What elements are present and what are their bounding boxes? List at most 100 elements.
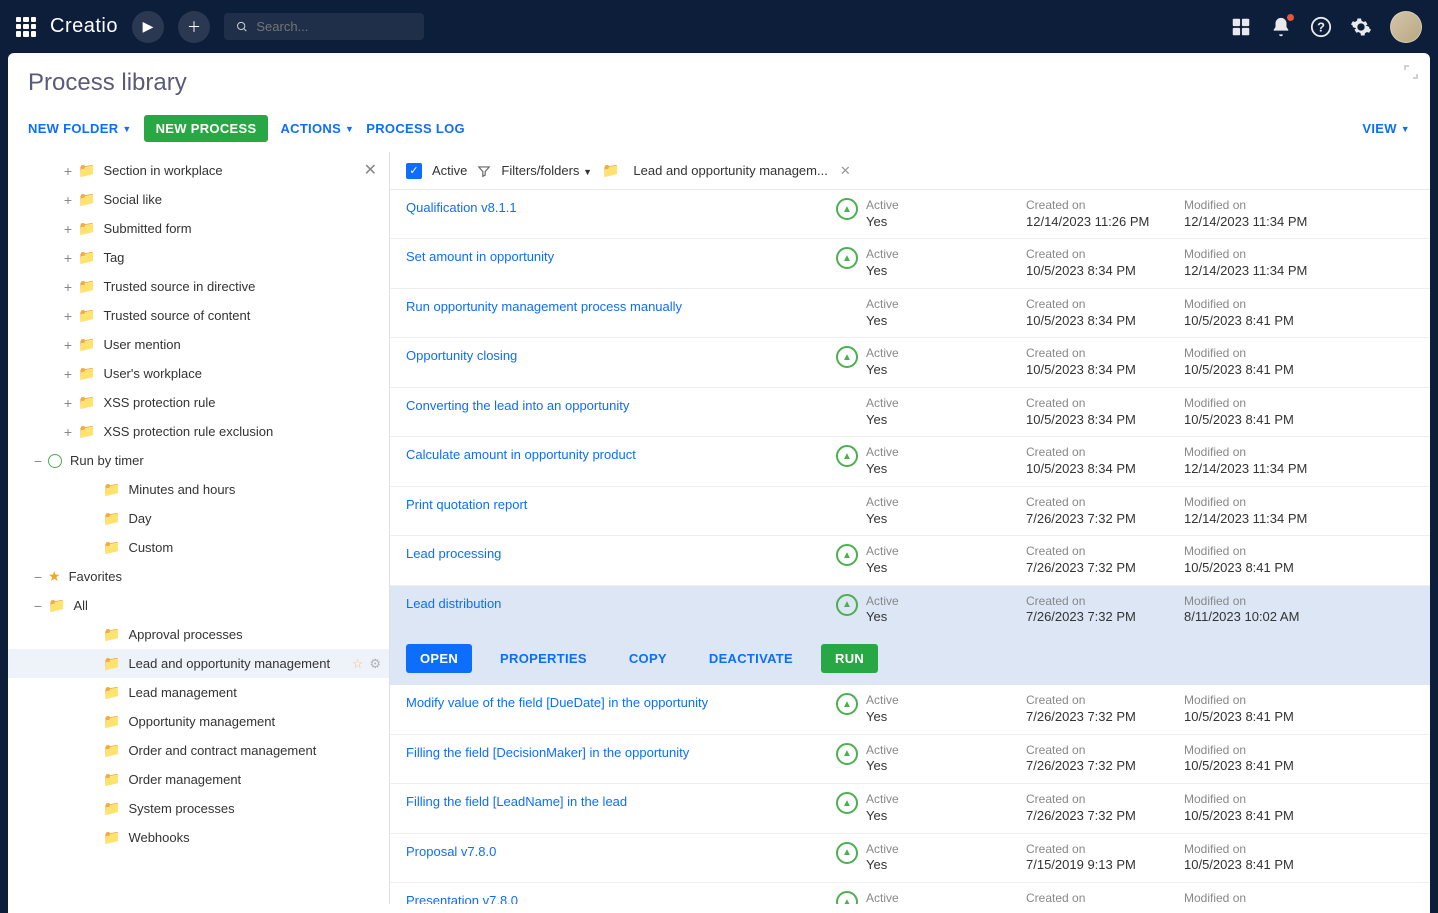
tree-toggle[interactable]: + [58, 337, 78, 353]
properties-button[interactable]: PROPERTIES [486, 644, 601, 673]
tree-item[interactable]: +📁XSS protection rule exclusion [8, 417, 389, 446]
folder-icon: 📁 [103, 684, 120, 701]
play-button[interactable]: ▶ [132, 11, 164, 43]
process-name[interactable]: Filling the field [DecisionMaker] in the… [406, 743, 836, 760]
tree-toggle[interactable]: + [58, 163, 78, 179]
avatar[interactable] [1390, 11, 1422, 43]
tree-item[interactable]: −📁All [8, 591, 389, 620]
active-checkbox[interactable]: ✓ [406, 163, 422, 179]
process-name[interactable]: Presentation v7.8.0 [406, 891, 836, 904]
process-row[interactable]: Qualification v8.1.1▲ActiveYesCreated on… [390, 190, 1430, 239]
favorite-icon[interactable]: ☆ [352, 656, 364, 672]
process-row[interactable]: Filling the field [DecisionMaker] in the… [390, 735, 1430, 784]
tree-item[interactable]: +📁Submitted form [8, 214, 389, 243]
process-row[interactable]: Calculate amount in opportunity product▲… [390, 437, 1430, 486]
process-name[interactable]: Run opportunity management process manua… [406, 297, 836, 314]
process-row[interactable]: Filling the field [LeadName] in the lead… [390, 784, 1430, 833]
process-name[interactable]: Qualification v8.1.1 [406, 198, 836, 215]
tree-item[interactable]: 📁Day [8, 504, 389, 533]
tree-item[interactable]: +📁User mention [8, 330, 389, 359]
process-name[interactable]: Proposal v7.8.0 [406, 842, 836, 859]
process-name[interactable]: Lead processing [406, 544, 836, 561]
tree-toggle[interactable]: − [28, 569, 48, 585]
folder-icon: 📁 [78, 162, 95, 179]
tree-item[interactable]: 📁Order management [8, 765, 389, 794]
process-row[interactable]: Lead processing▲ActiveYesCreated on7/26/… [390, 536, 1430, 585]
process-row[interactable]: Print quotation reportActiveYesCreated o… [390, 487, 1430, 536]
tree-item[interactable]: +📁Trusted source of content [8, 301, 389, 330]
tree-item[interactable]: 📁Opportunity management [8, 707, 389, 736]
tree-item[interactable]: 📁Minutes and hours [8, 475, 389, 504]
apps-icon[interactable] [16, 17, 36, 37]
process-name[interactable]: Converting the lead into an opportunity [406, 396, 836, 413]
tree-item[interactable]: 📁Lead management [8, 678, 389, 707]
notifications-icon[interactable] [1270, 16, 1292, 38]
actions-button[interactable]: ACTIONS▼ [280, 121, 354, 136]
marketplace-icon[interactable] [1230, 16, 1252, 38]
copy-button[interactable]: COPY [615, 644, 681, 673]
tree-toggle[interactable]: − [28, 598, 48, 614]
view-button[interactable]: VIEW▼ [1362, 121, 1410, 136]
tree-toggle[interactable]: + [58, 279, 78, 295]
tree-item[interactable]: +📁Tag [8, 243, 389, 272]
process-row[interactable]: Opportunity closing▲ActiveYesCreated on1… [390, 338, 1430, 387]
tree-item[interactable]: −Run by timer [8, 446, 389, 475]
new-process-button[interactable]: NEW PROCESS [144, 115, 269, 142]
process-log-button[interactable]: PROCESS LOG [366, 121, 465, 136]
help-icon[interactable]: ? [1310, 16, 1332, 38]
process-row[interactable]: Modify value of the field [DueDate] in t… [390, 685, 1430, 734]
open-button[interactable]: OPEN [406, 644, 472, 673]
tree-item[interactable]: 📁System processes [8, 794, 389, 823]
new-folder-button[interactable]: NEW FOLDER▼ [28, 121, 132, 136]
tree-item[interactable]: 📁Webhooks [8, 823, 389, 852]
process-row[interactable]: Run opportunity management process manua… [390, 289, 1430, 338]
tree-item[interactable]: +📁XSS protection rule [8, 388, 389, 417]
tree-item[interactable]: 📁Custom [8, 533, 389, 562]
tree-item[interactable]: −★Favorites [8, 562, 389, 591]
settings-icon[interactable] [1350, 16, 1372, 38]
tree-toggle[interactable]: + [58, 308, 78, 324]
process-row[interactable]: Proposal v7.8.0▲ActiveYesCreated on7/15/… [390, 834, 1430, 883]
tree-toggle[interactable]: + [58, 221, 78, 237]
process-row[interactable]: Lead distribution▲ActiveYesCreated on7/2… [390, 586, 1430, 634]
deactivate-button[interactable]: DEACTIVATE [695, 644, 807, 673]
process-name[interactable]: Modify value of the field [DueDate] in t… [406, 693, 836, 710]
clear-filter-icon[interactable]: ✕ [840, 163, 851, 179]
process-name[interactable]: Lead distribution [406, 594, 836, 611]
add-button[interactable]: ＋ [178, 11, 210, 43]
search-box[interactable] [224, 13, 424, 40]
folder-icon: 📁 [78, 365, 95, 382]
process-name[interactable]: Filling the field [LeadName] in the lead [406, 792, 836, 809]
tree-toggle[interactable]: + [58, 366, 78, 382]
tree-toggle[interactable]: − [28, 453, 48, 469]
tree-item[interactable]: +📁Section in workplace [8, 156, 389, 185]
tree-item[interactable]: +📁Trusted source in directive [8, 272, 389, 301]
process-name[interactable]: Opportunity closing [406, 346, 836, 363]
process-name[interactable]: Calculate amount in opportunity product [406, 445, 836, 462]
tree-item[interactable]: +📁User's workplace [8, 359, 389, 388]
tree-item[interactable]: +📁Social like [8, 185, 389, 214]
tree-toggle[interactable]: + [58, 250, 78, 266]
tree-toggle[interactable]: + [58, 192, 78, 208]
process-name[interactable]: Set amount in opportunity [406, 247, 836, 264]
search-input[interactable] [256, 19, 412, 34]
tree-item[interactable]: 📁Order and contract management [8, 736, 389, 765]
process-name[interactable]: Print quotation report [406, 495, 836, 512]
tree-item[interactable]: 📁Lead and opportunity management☆⚙ [8, 649, 389, 678]
process-row[interactable]: Set amount in opportunity▲ActiveYesCreat… [390, 239, 1430, 288]
filter-breadcrumb[interactable]: Lead and opportunity managem... [633, 163, 827, 178]
process-row[interactable]: Converting the lead into an opportunityA… [390, 388, 1430, 437]
run-button[interactable]: RUN [821, 644, 878, 673]
tree-item[interactable]: 📁Approval processes [8, 620, 389, 649]
active-value: Yes [866, 263, 899, 280]
process-row[interactable]: Presentation v7.8.0▲ActiveYesCreated on7… [390, 883, 1430, 904]
tree-label: Webhooks [128, 830, 189, 845]
filter-icon [477, 164, 491, 178]
filters-folders-label[interactable]: Filters/folders ▼ [501, 163, 592, 178]
close-sidebar-icon[interactable]: ✕ [364, 160, 377, 180]
gear-icon[interactable]: ⚙ [369, 656, 381, 672]
tree-toggle[interactable]: + [58, 395, 78, 411]
tree-toggle[interactable]: + [58, 424, 78, 440]
logo[interactable]: Creatio [50, 15, 118, 38]
expand-icon[interactable] [1404, 65, 1418, 79]
